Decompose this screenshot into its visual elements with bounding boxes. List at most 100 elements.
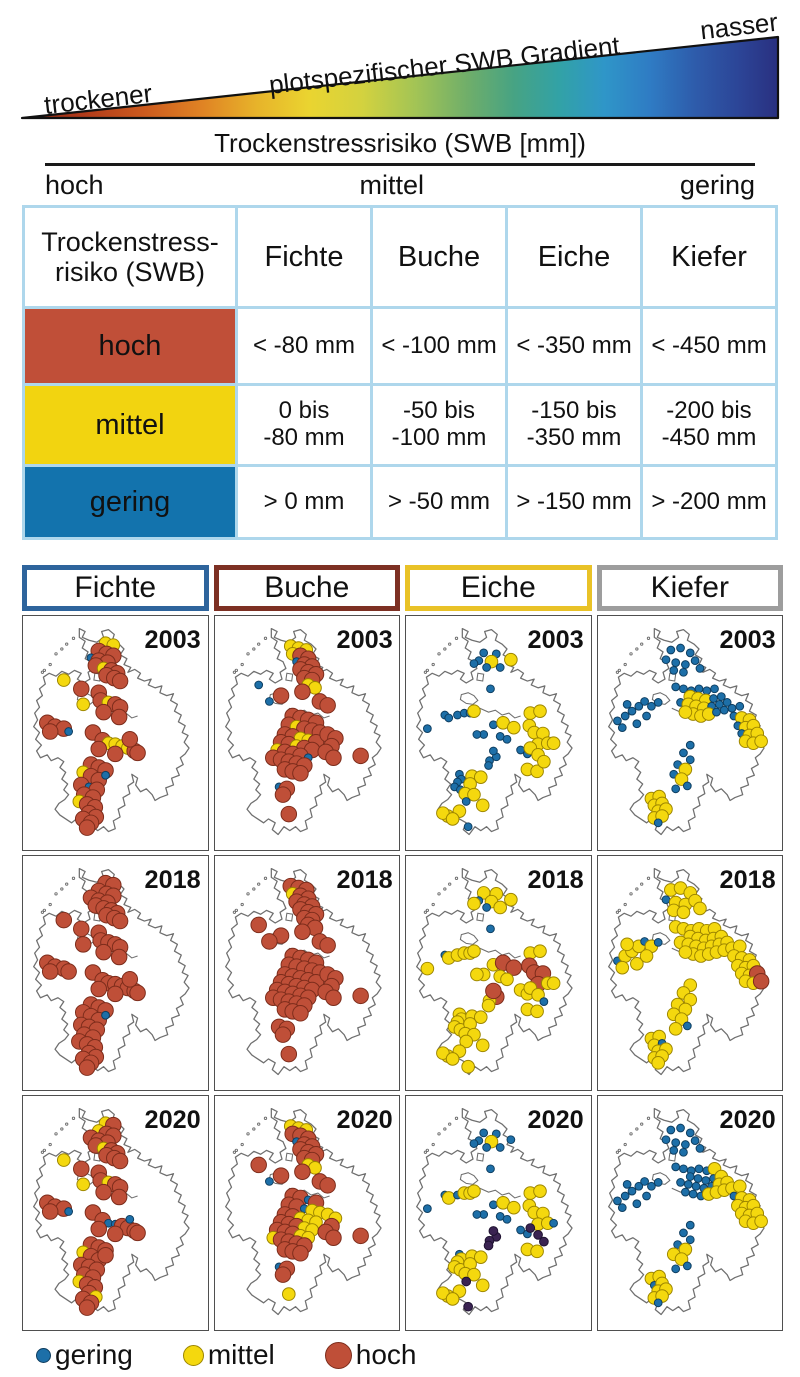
plot-dot-gering — [622, 1179, 632, 1189]
island-speck — [256, 642, 260, 646]
island-speck — [234, 668, 238, 673]
plot-dot-mittel — [546, 976, 561, 990]
plot-dot-gering — [678, 1228, 688, 1238]
lower-saxony-map: 2003 — [33, 626, 201, 836]
plot-dot-gering — [709, 684, 719, 694]
island-speck — [425, 1148, 430, 1153]
swb-gradient-wedge — [20, 35, 780, 120]
map-panel-fichte-2003: 2003 — [22, 615, 209, 851]
plot-dot-mittel — [475, 1038, 490, 1053]
plot-dot-gering — [516, 1225, 525, 1235]
plot-dot-gering — [612, 716, 622, 726]
island-speck — [245, 892, 250, 896]
plot-dot-mittel — [504, 652, 518, 667]
plot-dot-hoch — [129, 744, 146, 762]
plot-dot-mittel — [530, 1244, 544, 1259]
plot-dot-gering — [639, 697, 649, 706]
map-panel-buche-2018: 2018 — [213, 855, 400, 1091]
plot-dot-gering — [708, 694, 718, 703]
plot-dot-gering — [680, 1187, 690, 1197]
plot-dot-mittel — [753, 734, 768, 749]
table-value: -150 bis -350 mm — [508, 386, 640, 464]
island-speck — [617, 668, 621, 673]
island-speck — [48, 1142, 52, 1147]
bremerhaven-outline — [476, 672, 485, 682]
plot-dot-gering — [486, 684, 495, 694]
legend-item-gering: gering — [36, 1339, 133, 1371]
plot-dot-mittel — [459, 1034, 474, 1049]
island-speck — [639, 882, 643, 886]
map-panel-grid: 2003 2003 2003 2003 2018 2018 2018 2018 2020 2020… — [22, 615, 783, 1331]
plot-dot-dunkel — [525, 1223, 536, 1233]
island-speck — [443, 1127, 447, 1131]
plot-dot-hoch — [90, 1220, 107, 1238]
island-speck — [646, 1116, 650, 1120]
plot-dot-gering — [665, 1125, 675, 1135]
map-panel-kiefer-2018: 2018 — [596, 855, 783, 1091]
plot-dot-gering — [694, 1164, 703, 1174]
island-speck — [263, 1116, 267, 1120]
plot-dot-hoch — [78, 1059, 96, 1076]
plot-dot-mittel — [481, 998, 496, 1013]
plot-dot-gering — [682, 1261, 692, 1271]
map-panel-buche-2020: 2020 — [213, 1095, 400, 1331]
plot-dot-hoch — [272, 1167, 289, 1184]
table-risk-label-gering: gering — [25, 467, 235, 537]
legend-label-mittel: mittel — [207, 1339, 275, 1370]
plot-dot-gering — [693, 1174, 702, 1183]
state-outline — [607, 867, 765, 1076]
plot-dot-mittel — [668, 1022, 682, 1036]
island-speck — [245, 652, 250, 656]
plot-dot-hoch — [74, 936, 92, 953]
plot-dot-hoch — [121, 971, 139, 988]
plot-dot-gering — [694, 684, 703, 694]
plot-dot-gering — [469, 1139, 479, 1148]
plot-dot-mittel — [475, 798, 490, 813]
plot-dot-gering — [685, 1172, 695, 1181]
year-label: 2003 — [719, 626, 775, 654]
legend-item-mittel: mittel — [182, 1339, 275, 1371]
plot-dot-gering — [633, 1181, 643, 1191]
island-speck — [634, 647, 638, 651]
island-speck — [48, 902, 52, 907]
plot-dot-gering — [661, 655, 670, 665]
island-speck — [623, 1142, 627, 1147]
map-panel-buche-2003: 2003 — [213, 615, 400, 851]
island-speck — [623, 902, 627, 907]
plot-dot-mittel — [467, 896, 481, 911]
plot-dot-hoch — [121, 731, 139, 748]
year-label: 2018 — [719, 866, 775, 894]
plot-dot-mittel — [461, 1059, 475, 1074]
plot-dot-gering — [472, 730, 482, 739]
plot-dot-gering — [678, 667, 688, 677]
plot-dot-gering — [682, 1021, 692, 1031]
lower-saxony-map: 2020 — [607, 1106, 775, 1316]
island-speck — [71, 636, 76, 640]
plot-dot-hoch — [73, 1160, 90, 1178]
plot-dot-mittel — [76, 1177, 91, 1192]
plot-dot-gering — [495, 1143, 505, 1152]
plot-dot-hoch — [260, 933, 278, 950]
table-value: -200 bis -450 mm — [643, 386, 775, 464]
plot-dot-hoch — [110, 948, 128, 966]
plot-dot-hoch — [291, 765, 309, 782]
plot-dot-gering — [461, 797, 471, 806]
table-value: > -200 mm — [643, 467, 775, 537]
species-header-fichte: Fichte — [22, 565, 209, 611]
plot-dot-gering — [680, 1140, 690, 1149]
island-speck — [54, 892, 58, 896]
plot-dot-hoch — [73, 920, 90, 938]
plot-dot-gering — [101, 1010, 110, 1020]
island-speck — [437, 892, 441, 896]
plot-dot-gering — [678, 1147, 688, 1157]
plot-dot-gering — [125, 1214, 135, 1224]
legend-label-hoch: hoch — [355, 1339, 417, 1370]
plot-dot-gering — [641, 711, 651, 721]
island-speck — [232, 910, 236, 914]
plot-dot-mittel — [445, 1292, 460, 1306]
plot-dot-mittel — [614, 960, 629, 975]
map-panel-fichte-2020: 2020 — [22, 1095, 209, 1331]
plot-dot-hoch — [78, 819, 96, 836]
plot-dot-mittel — [467, 787, 481, 802]
island-speck — [646, 876, 650, 880]
